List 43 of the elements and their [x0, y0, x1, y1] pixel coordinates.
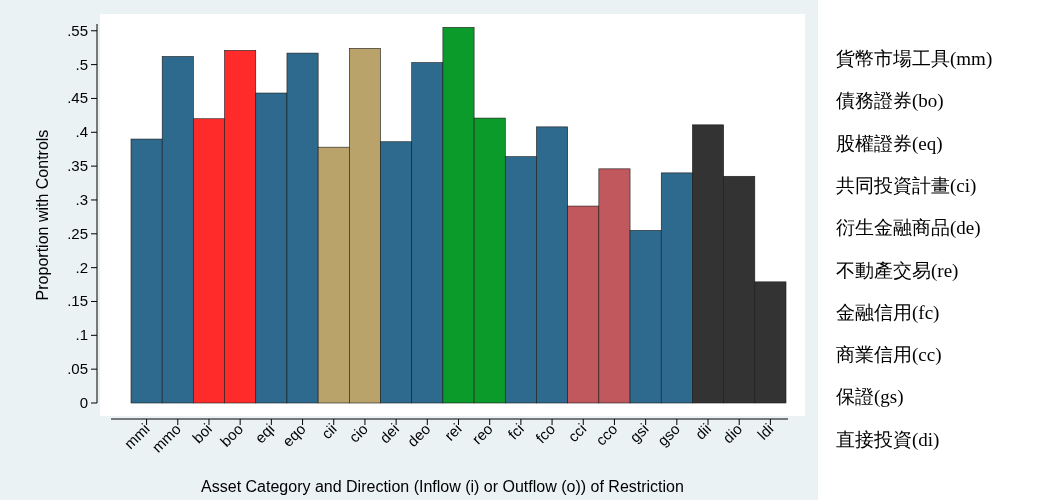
- text: 金融信用(fc): [836, 301, 940, 324]
- x-tick-label: dii: [691, 420, 715, 443]
- y-tick-label: .25: [67, 224, 88, 242]
- y-axis-title: Proportion with Controls: [34, 129, 51, 301]
- x-tick-label: gsi: [626, 420, 652, 446]
- x-tick-label: fco: [532, 420, 559, 447]
- text: 貨幣市場工具(mm): [836, 48, 993, 70]
- y-tick-label: .2: [75, 258, 88, 276]
- x-tick-label: reo: [468, 420, 496, 448]
- x-axis-title: Asset Category and Direction (Inflow (i) or Outflow (o)) of Restriction: [201, 478, 684, 495]
- y-tick-label: .15: [67, 292, 88, 310]
- x-tick-label: cii: [317, 420, 340, 443]
- x-tick-label: boi: [188, 420, 216, 447]
- y-tick-label: .35: [67, 157, 88, 175]
- y-tick-label: .55: [67, 21, 88, 39]
- x-tick-label: dei: [376, 420, 403, 447]
- y-tick-label: 0: [79, 394, 88, 411]
- x-tick-label: ldi: [753, 420, 777, 443]
- text: 不動產交易(re): [836, 259, 959, 282]
- x-tick-label: gso: [653, 420, 683, 450]
- x-tick-label: cci: [564, 420, 590, 446]
- x-tick-label: dio: [719, 420, 746, 447]
- y-tick-label: .5: [75, 55, 88, 73]
- text: 共同投資計畫(ci): [836, 174, 977, 197]
- text: 保證(gs): [836, 386, 904, 409]
- x-tick-label: cco: [592, 420, 621, 449]
- y-tick-label: .4: [75, 123, 88, 141]
- text: 直接投資(di): [836, 428, 940, 451]
- text: 股權證券(eq): [836, 132, 943, 155]
- y-tick-label: .05: [67, 360, 88, 378]
- y-tick-label: .1: [75, 326, 88, 344]
- x-tick-label: deo: [403, 420, 434, 450]
- x-tick-label: eqo: [278, 420, 309, 450]
- x-tick-label: cio: [345, 420, 372, 446]
- text: 債務證券(bo): [836, 90, 944, 113]
- x-tick-label: eqi: [251, 420, 278, 447]
- y-tick-label: .3: [75, 190, 88, 208]
- y-tick-label: .45: [67, 89, 88, 107]
- x-tick-label: fci: [504, 420, 527, 443]
- x-tick-label: rei: [440, 420, 465, 444]
- x-tick-label: boo: [216, 420, 247, 450]
- text: 商業信用(cc): [836, 344, 942, 367]
- text: 衍生金融商品(de): [836, 217, 981, 240]
